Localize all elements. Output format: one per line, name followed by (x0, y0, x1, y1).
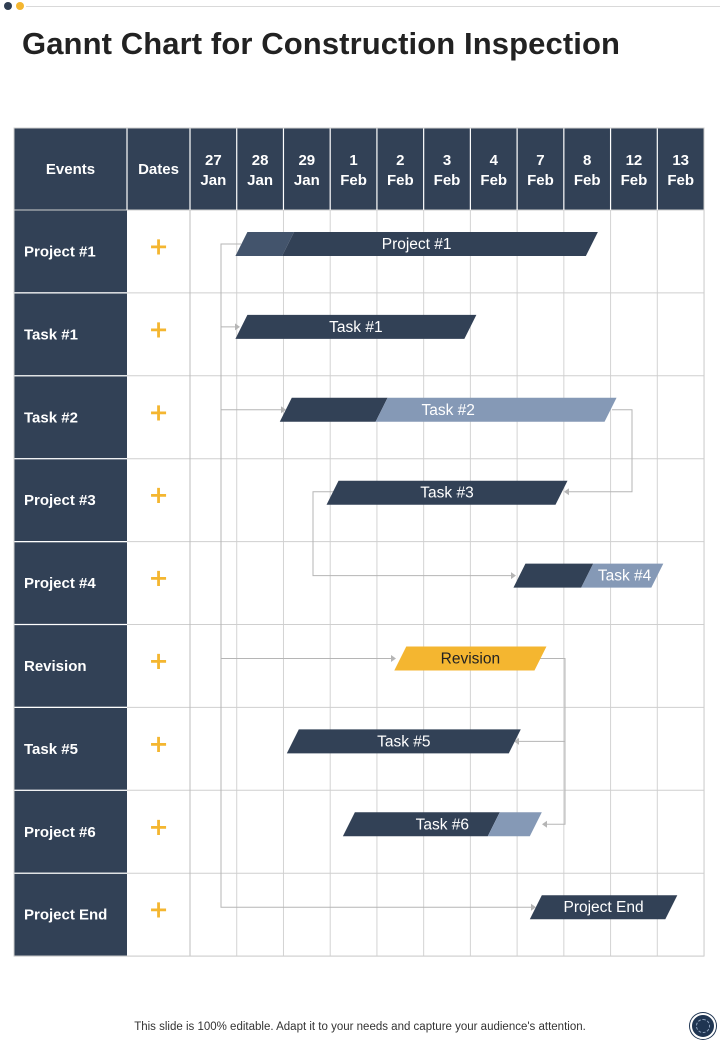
bar-segment-lead (342, 812, 500, 837)
decor-dot-yellow (16, 2, 24, 10)
tick-label-month: Feb (574, 172, 601, 189)
bar-label: Task #3 (420, 485, 473, 502)
bar-label: Task #2 (421, 402, 474, 419)
tick-label-month: Jan (294, 172, 320, 189)
connector-arrow (542, 820, 547, 828)
header-dates: Dates (138, 161, 179, 178)
event-label: Project #6 (24, 824, 96, 841)
bar (235, 314, 477, 339)
header-band (14, 128, 705, 210)
connector-task2-task3 (566, 409, 633, 493)
bar-label: Revision (441, 651, 500, 668)
bar-label: Task #6 (416, 816, 469, 833)
connector-arrow (281, 406, 286, 414)
bar (394, 646, 547, 671)
tick-label-day: 8 (583, 152, 591, 169)
bar (529, 895, 678, 920)
plus-icon: + (148, 398, 168, 426)
connector-task3-task4 (312, 491, 514, 577)
decor-dot-dark (4, 2, 12, 10)
bar-label: Task #4 (598, 568, 652, 585)
connector-arrow (564, 488, 569, 496)
tick-label-day: 2 (396, 152, 404, 169)
tick-label-day: 12 (626, 152, 643, 169)
connector-arrow (391, 655, 396, 662)
event-label: Project #4 (24, 575, 96, 592)
event-label: Project #1 (24, 243, 96, 260)
tick-label-month: Jan (200, 172, 226, 189)
bar-label: Project #1 (382, 236, 452, 253)
tick-label-month: Feb (387, 172, 414, 189)
header-events: Events (46, 161, 95, 178)
event-label: Task #5 (24, 741, 78, 758)
event-label: Task #1 (24, 326, 78, 343)
tick-label-day: 7 (536, 152, 544, 169)
plus-icon: + (148, 232, 168, 260)
tick-label-day: 29 (298, 152, 315, 169)
connector-arrow (511, 572, 516, 580)
event-label: Project #3 (24, 492, 96, 509)
event-label: Project End (24, 907, 107, 924)
tick-label-day: 13 (672, 152, 689, 169)
tick-label-day: 28 (252, 152, 269, 169)
plus-icon: + (148, 813, 168, 841)
tick-label-month: Feb (434, 172, 461, 189)
footer-note: This slide is 100% editable. Adapt it to… (134, 1021, 586, 1033)
connector-arrow (235, 323, 240, 331)
gantt-chart: Events Dates 27 Jan 28 Jan 29 Jan 1 Feb 2 Feb 3 Feb 4 F… (13, 127, 705, 957)
plus-icon: + (148, 564, 168, 592)
bar-segment-tail (581, 563, 664, 588)
connector-arrow (531, 903, 536, 911)
bar-label: Project End (563, 899, 643, 916)
bar (326, 480, 568, 505)
bar-segment-tail (487, 812, 542, 837)
bar (286, 729, 521, 754)
plus-icon: + (148, 647, 168, 675)
bar-segment-lead (279, 397, 388, 422)
page-title: Gannt Chart for Construction Inspection (22, 26, 621, 61)
plus-icon: + (148, 896, 168, 924)
tick-label-day: 4 (490, 152, 499, 169)
tick-label-day: 27 (205, 152, 222, 169)
plus-icon: + (148, 730, 168, 758)
logo-icon (690, 1013, 716, 1039)
event-label: Revision (24, 658, 87, 675)
plus-icon: + (148, 481, 168, 509)
bar-segment-tail (282, 232, 598, 256)
events-column-bg (14, 210, 127, 957)
tick-label-month: Feb (667, 172, 694, 189)
tick-label-day: 1 (349, 152, 357, 169)
top-divider (26, 6, 720, 7)
tick-label-month: Feb (527, 172, 554, 189)
tick-label-month: Feb (480, 172, 507, 189)
tick-label-month: Feb (340, 172, 367, 189)
bar-segment-lead (513, 563, 594, 588)
tick-label-day: 3 (443, 152, 451, 169)
bar-label: Task #5 (377, 733, 430, 750)
event-label: Task #2 (24, 409, 78, 426)
connector-main (220, 243, 534, 908)
table-border (13, 127, 705, 957)
bar-segment-tail (375, 397, 617, 422)
tick-label-month: Feb (621, 172, 648, 189)
plus-icon: + (148, 315, 168, 343)
tick-label-month: Jan (247, 172, 273, 189)
connector-arrow (514, 737, 519, 745)
bar-segment-lead (235, 232, 295, 256)
bar-label: Task #1 (329, 319, 382, 336)
